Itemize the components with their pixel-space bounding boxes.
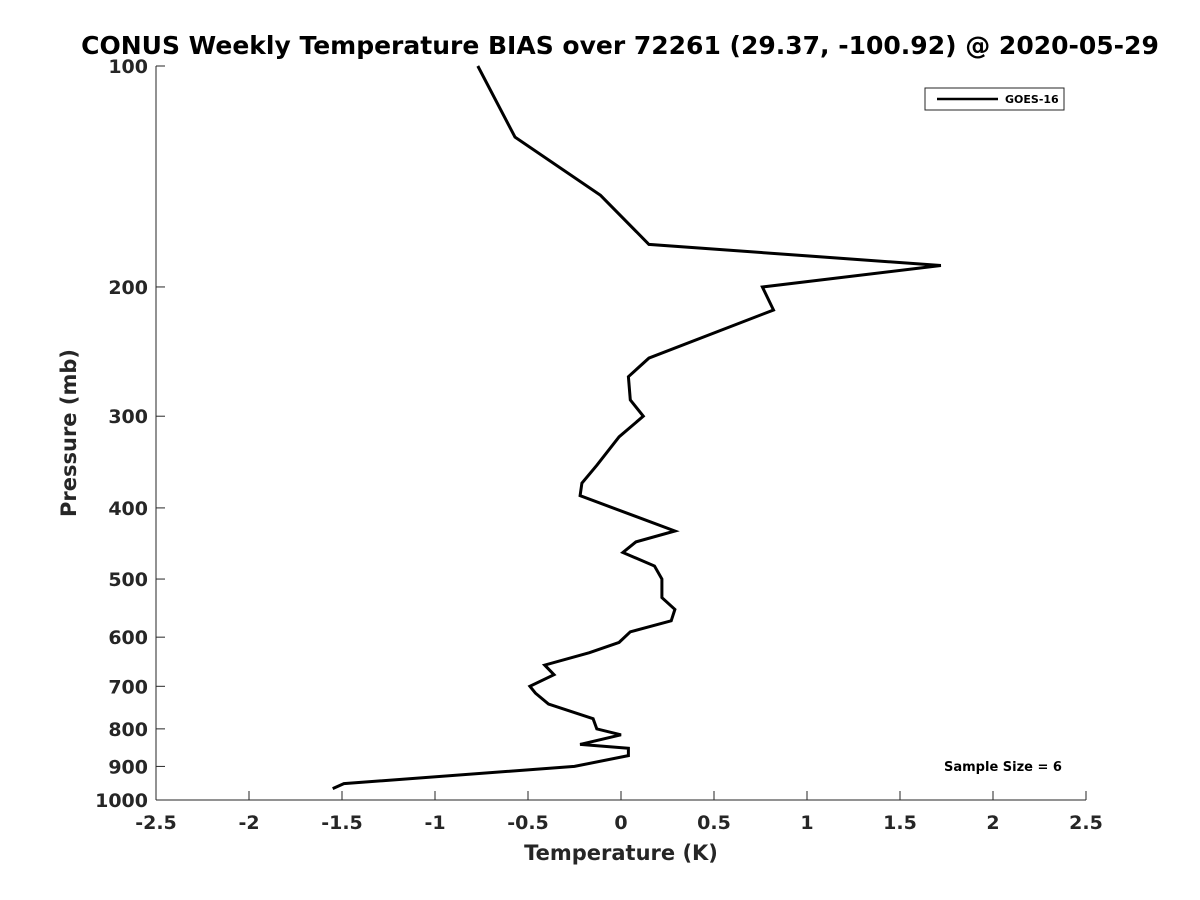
x-tick-label: 2 — [986, 812, 999, 834]
y-ticks: 100 200 300 400 500 600 700 800 900 1000 — [95, 56, 165, 812]
x-tick-label: 1 — [800, 812, 813, 834]
x-tick-label: -1 — [424, 812, 445, 834]
y-tick-label: 600 — [108, 627, 148, 649]
series-line-goes-16 — [332, 65, 942, 790]
y-tick-label: 800 — [108, 719, 148, 741]
x-tick-label: -1.5 — [321, 812, 363, 834]
sample-size-annotation: Sample Size = 6 — [944, 760, 1062, 775]
legend: GOES-16 — [924, 87, 1065, 111]
y-tick-label: 700 — [108, 676, 148, 698]
series-layer — [332, 65, 942, 790]
y-tick-label: 500 — [108, 569, 148, 591]
x-tick-label: -2 — [238, 812, 259, 834]
x-tick-label: -2.5 — [135, 812, 177, 834]
x-tick-label: 2.5 — [1069, 812, 1103, 834]
x-ticks: -2.5 -2 -1.5 -1 -0.5 0 0.5 1 1.5 2 2.5 — [135, 791, 1103, 834]
y-tick-label: 200 — [108, 277, 148, 299]
plot-area: -2.5 -2 -1.5 -1 -0.5 0 0.5 1 1.5 2 2.5 100 200 300 40… — [95, 56, 1103, 834]
y-tick-label: 300 — [108, 406, 148, 428]
x-tick-label: -0.5 — [507, 812, 549, 834]
legend-label-goes-16: GOES-16 — [1005, 93, 1059, 106]
y-tick-label: 400 — [108, 498, 148, 520]
y-tick-label: 100 — [108, 56, 148, 78]
y-tick-label: 1000 — [95, 790, 148, 812]
x-tick-label: 1.5 — [883, 812, 917, 834]
x-axis-label: Temperature (K) — [524, 841, 718, 865]
x-tick-label: 0 — [614, 812, 627, 834]
y-tick-label: 900 — [108, 756, 148, 778]
x-tick-label: 0.5 — [697, 812, 731, 834]
y-axis-label: Pressure (mb) — [57, 349, 81, 517]
chart-title: CONUS Weekly Temperature BIAS over 72261… — [81, 31, 1159, 60]
